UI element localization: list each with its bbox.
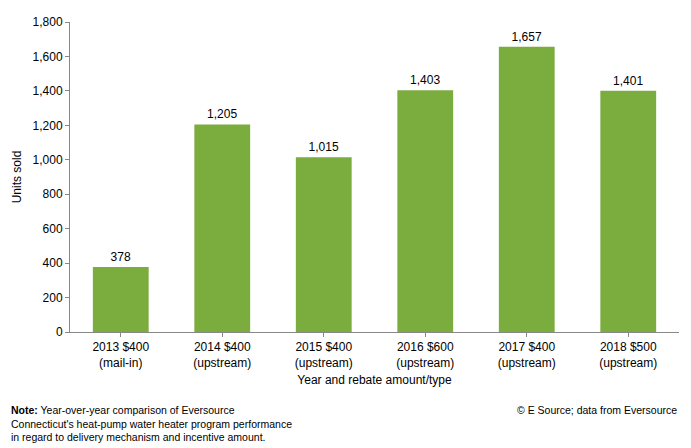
svg-text:2018 $500(upstream): 2018 $500(upstream): [599, 340, 657, 370]
svg-text:1,403: 1,403: [410, 73, 440, 87]
svg-text:2014 $400(upstream): 2014 $400(upstream): [193, 340, 251, 370]
svg-text:Units sold: Units sold: [10, 151, 24, 204]
svg-text:1,657: 1,657: [512, 30, 542, 44]
svg-text:600: 600: [43, 222, 63, 236]
svg-text:1,401: 1,401: [613, 74, 643, 88]
svg-text:Year and rebate amount/type: Year and rebate amount/type: [297, 373, 452, 387]
svg-text:200: 200: [43, 291, 63, 305]
svg-text:0: 0: [56, 325, 63, 339]
svg-text:800: 800: [43, 187, 63, 201]
svg-text:Note: Year-over-year compariso: Note: Year-over-year comparison of Evers…: [11, 404, 292, 443]
svg-text:400: 400: [43, 256, 63, 270]
svg-text:1,400: 1,400: [33, 84, 63, 98]
svg-text:378: 378: [111, 250, 131, 264]
svg-text:1,200: 1,200: [33, 119, 63, 133]
svg-text:2016 $600(upstream): 2016 $600(upstream): [396, 340, 454, 370]
svg-text:1,800: 1,800: [33, 15, 63, 29]
svg-text:2013 $400(mail-in): 2013 $400(mail-in): [92, 340, 149, 370]
svg-text:1,015: 1,015: [309, 140, 339, 154]
svg-text:2015 $400(upstream): 2015 $400(upstream): [295, 340, 353, 370]
svg-text:1,205: 1,205: [207, 107, 237, 121]
svg-text:© E Source; data from Eversour: © E Source; data from Eversource: [517, 404, 677, 416]
svg-text:1,600: 1,600: [33, 50, 63, 64]
svg-text:1,000: 1,000: [33, 153, 63, 167]
svg-text:2017 $400(upstream): 2017 $400(upstream): [498, 340, 556, 370]
